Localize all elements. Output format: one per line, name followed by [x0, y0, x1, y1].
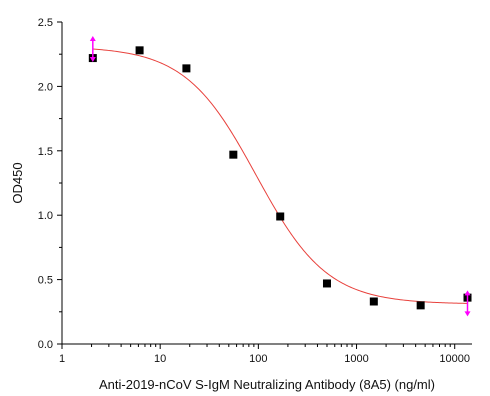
x-axis-title: Anti-2019-nCoV S-IgM Neutralizing Antibo… — [99, 377, 435, 392]
data-point — [276, 212, 285, 221]
x-tick-label: 10000 — [439, 353, 470, 365]
x-tick-label: 10 — [154, 353, 166, 365]
y-tick-label: 1.0 — [38, 210, 53, 222]
y-tick-label: 0.5 — [38, 275, 53, 287]
y-tick-label: 0.0 — [38, 339, 53, 351]
data-point — [416, 301, 425, 310]
axes: 0.0 0.5 1.0 1.5 2.0 2.5 1 10 100 1000 10000 — [38, 17, 472, 365]
data-point — [182, 64, 191, 73]
y-axis-title: OD450 — [10, 162, 25, 203]
x-tick-label: 1000 — [344, 353, 368, 365]
end-marker-arrow-down — [89, 57, 96, 63]
data-point — [369, 297, 378, 306]
data-point — [322, 279, 331, 288]
end-markers — [89, 36, 471, 317]
y-tick-label: 2.5 — [38, 17, 53, 29]
x-tick-label: 1 — [59, 353, 65, 365]
data-point — [229, 150, 238, 159]
x-tick-label: 100 — [249, 353, 267, 365]
y-tick-label: 1.5 — [38, 146, 53, 158]
end-marker-arrow-down — [464, 311, 471, 317]
y-tick-label: 2.0 — [38, 81, 53, 93]
data-point — [135, 46, 144, 55]
end-marker-arrow-up — [89, 36, 96, 42]
end-marker-arrow-up — [464, 290, 471, 296]
